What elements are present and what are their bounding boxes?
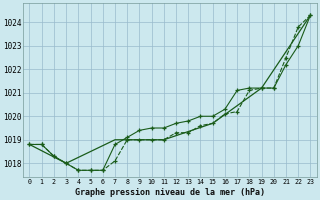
X-axis label: Graphe pression niveau de la mer (hPa): Graphe pression niveau de la mer (hPa): [75, 188, 265, 197]
